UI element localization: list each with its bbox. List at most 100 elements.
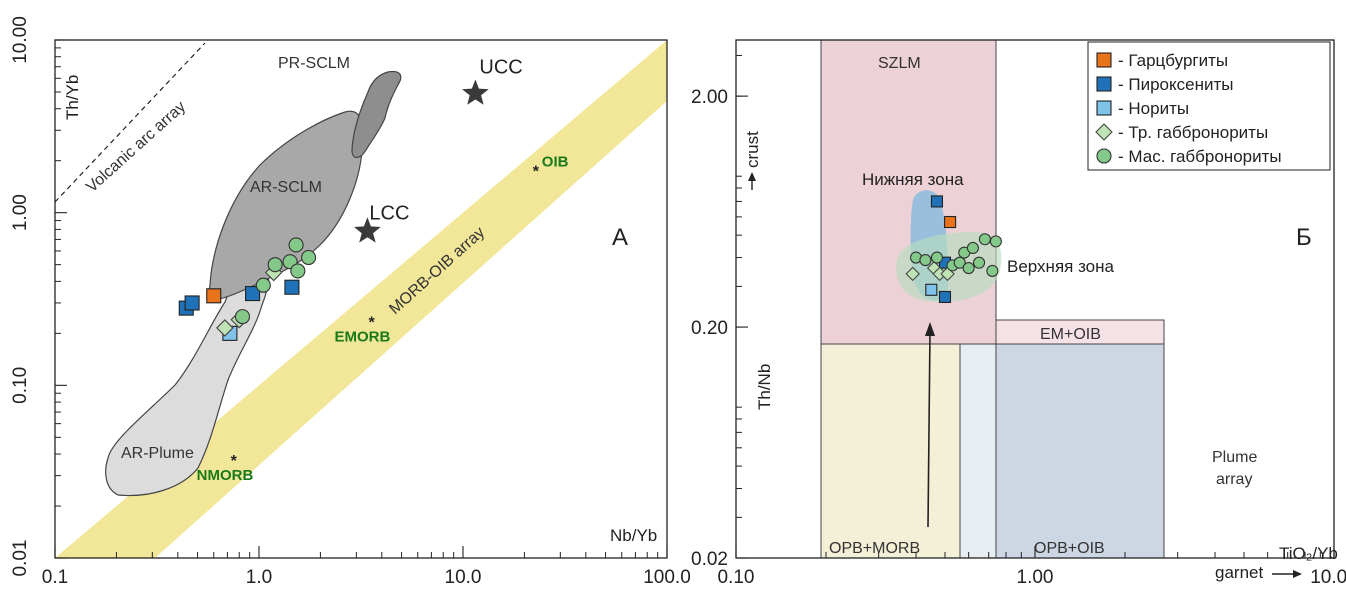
legend: - Гарцбургиты - Пироксениты - Нориты - Тр. … [1087, 41, 1331, 171]
reference-label-emorb: EMORB [334, 329, 390, 346]
volcanic-arc-label: Volcanic arc array [83, 98, 189, 196]
pr-sclm-field [351, 70, 402, 159]
panel-a-label: А [612, 224, 628, 251]
legend-marker [1096, 76, 1112, 92]
reference-asterisk: * [231, 453, 238, 470]
reference-label-ucc: UCC [479, 56, 522, 78]
szlm-label: SZLM [878, 55, 921, 72]
reference-label-nmorb: NMORB [197, 467, 254, 484]
data-point [288, 237, 304, 253]
panel-b-label: Б [1296, 224, 1312, 251]
reference-asterisk: * [368, 315, 375, 332]
data-point [989, 235, 1002, 248]
data-point [255, 277, 271, 293]
data-point [245, 286, 261, 302]
data-point [973, 256, 986, 269]
ar-plume-field [105, 261, 270, 497]
volcanic-arc-line [54, 42, 206, 203]
x-tick-label: 100.0 [643, 567, 691, 588]
x-tick-label: 1.00 [1017, 567, 1054, 588]
data-point [919, 254, 932, 267]
y-tick-label: 0.01 [10, 540, 31, 577]
opb-oib-field [995, 343, 1165, 559]
panel-b: SZLM OPB+MORB OPB+OIB EM+OIB Plume array … [691, 39, 1346, 588]
x-tick-label: 0.1 [42, 567, 68, 588]
data-point [953, 256, 966, 269]
data-point [234, 309, 251, 325]
legend-marker [1096, 148, 1112, 164]
opb-morb-label: OPB+MORB [829, 540, 920, 557]
panel-a-frame [54, 39, 668, 559]
plume-array-label-1: Plume array [1212, 449, 1257, 488]
panel-b-ticks: 0.10 1.00 10.00 0.02 0.20 2.00 [691, 54, 1346, 588]
crust-arrow-head [748, 172, 756, 181]
legend-marker [1095, 123, 1113, 141]
reference-star-ucc [462, 79, 489, 105]
legend-label: - Пироксениты [1118, 75, 1233, 94]
data-point [938, 290, 952, 304]
data-point [284, 279, 300, 295]
legend-label: - Нориты [1118, 99, 1189, 118]
legend-label: - Гарцбургиты [1118, 51, 1228, 70]
szlm-field [820, 39, 997, 345]
opb-oib-label: OPB+OIB [1034, 540, 1105, 557]
legend-marker [1096, 52, 1112, 68]
data-point [930, 195, 944, 208]
ar-sclm-label: AR-SCLM [250, 179, 322, 196]
data-point [966, 241, 979, 255]
legend-label: - Мас. габбронориты [1118, 147, 1282, 166]
panel-a-ylabel: Th/Yb [63, 75, 82, 120]
data-point [986, 264, 999, 277]
em-oib-label: EM+OIB [1040, 326, 1101, 343]
panel-b-ylabel-note: crust [743, 131, 762, 168]
data-point [184, 295, 200, 311]
legend-marker [1096, 100, 1112, 116]
data-point [301, 249, 317, 266]
data-point [290, 263, 306, 279]
reference-label-lcc: LCC [369, 202, 409, 224]
x-tick-label: 10.00 [1310, 567, 1346, 588]
legend-box [1087, 41, 1331, 171]
data-point [905, 266, 921, 282]
trend-arrow-head [925, 322, 935, 336]
reference-star-lcc [354, 217, 381, 243]
x-tick-label: 0.10 [718, 567, 755, 588]
panel-a-data-points [178, 237, 317, 341]
legend-label: - Тр. габбронориты [1118, 123, 1268, 142]
data-point [978, 233, 991, 246]
trend-arrow [927, 329, 931, 528]
y-tick-label: 2.00 [691, 87, 728, 108]
panel-b-data-points [905, 195, 1002, 304]
gap-field [959, 343, 997, 559]
data-point [216, 319, 234, 337]
x-tick-label: 10.0 [445, 567, 482, 588]
data-point [206, 288, 222, 304]
data-point [962, 262, 975, 275]
panel-a: PR-SCLM AR-SCLM AR-Plume MORB-OIB array … [10, 16, 691, 588]
y-tick-label: 10.00 [10, 16, 31, 64]
ar-sclm-field [208, 110, 364, 301]
data-point [925, 283, 938, 296]
em-oib-field [995, 319, 1165, 345]
panel-a-ticks: 0.1 1.0 10.0 100.0 0.01 0.10 1.00 10.00 [10, 16, 691, 588]
upper-zone-label: Верхняя зона [1007, 257, 1115, 276]
y-tick-label: 0.20 [691, 318, 728, 339]
y-tick-label: 1.00 [10, 194, 31, 231]
data-point [267, 257, 283, 273]
x-tick-label: 1.0 [246, 567, 272, 588]
y-tick-label: 0.10 [10, 367, 31, 404]
pr-sclm-label: PR-SCLM [278, 55, 350, 72]
y-tick-label: 0.02 [691, 549, 728, 570]
reference-label-oib: OIB [542, 154, 569, 171]
garnet-arrow-head [1293, 570, 1302, 578]
panel-b-xlabel: TiO₂/Yb [1279, 544, 1338, 563]
lower-zone-label: Нижняя зона [862, 170, 964, 189]
panel-b-xlabel-note: garnet [1215, 563, 1263, 582]
panel-b-ylabel: Th/Nb [755, 364, 774, 410]
opb-morb-field [820, 343, 961, 559]
reference-asterisk: * [533, 164, 540, 181]
ar-plume-label: AR-Plume [121, 445, 194, 462]
data-point [930, 251, 944, 264]
